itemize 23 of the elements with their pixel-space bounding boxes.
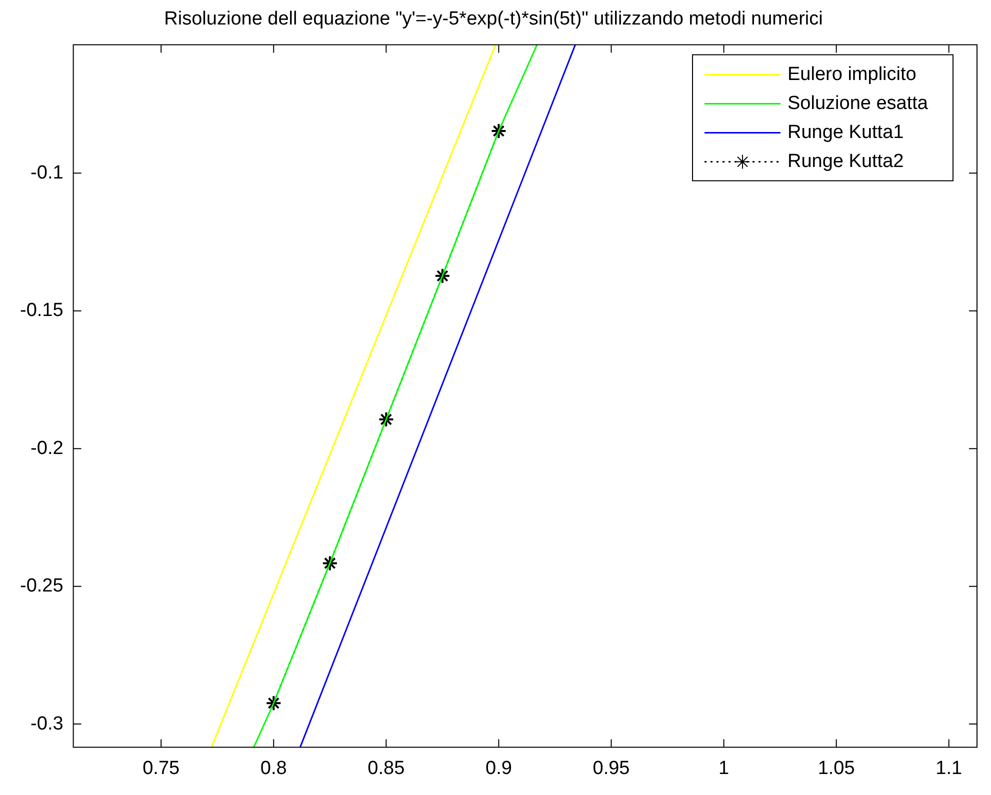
- x-tick-label: 1.05: [818, 758, 855, 779]
- x-tick-label: 0.95: [592, 758, 630, 779]
- x-tick-label: 0.8: [260, 758, 287, 779]
- legend-label: Soluzione esatta: [788, 93, 928, 114]
- x-tick-label: 0.85: [368, 758, 405, 779]
- legend-label: Runge Kutta2: [788, 151, 904, 172]
- point: [378, 411, 394, 428]
- point: [434, 268, 450, 284]
- point: [490, 123, 507, 140]
- point: [322, 555, 338, 572]
- y-tick-label: -0.25: [20, 576, 64, 597]
- chart-title: Risoluzione dell equazione "y'=-y-5*exp(-t)*sin(5t)" utilizzando metodi numerici: [164, 8, 823, 30]
- y-tick-label: -0.3: [30, 713, 64, 734]
- x-tick-label: 0.75: [142, 758, 180, 779]
- x-tick-label: 1.1: [936, 758, 962, 779]
- y-tick-label: -0.15: [20, 300, 64, 322]
- point: [266, 695, 282, 712]
- x-tick-label: 0.9: [485, 758, 512, 779]
- legend-label: Eulero implicito: [788, 64, 916, 86]
- x-tick-label: 1: [718, 758, 730, 779]
- legend-label: Runge Kutta1: [788, 122, 904, 144]
- y-tick-label: -0.1: [30, 162, 64, 184]
- y-tick-label: -0.2: [30, 438, 64, 459]
